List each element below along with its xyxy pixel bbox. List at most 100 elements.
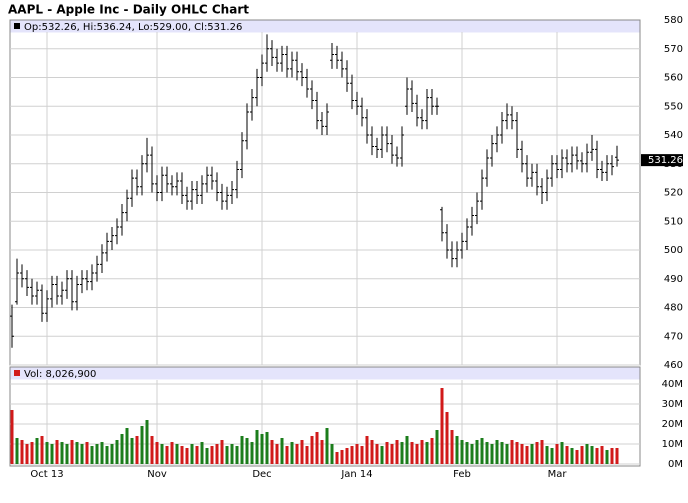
volume-legend-strip [10, 367, 640, 380]
volume-bar [330, 444, 334, 464]
x-tick-label: Mar [548, 469, 568, 480]
volume-bar [110, 444, 114, 464]
volume-bar [180, 446, 184, 464]
volume-bar [285, 446, 289, 464]
volume-bar [305, 446, 309, 464]
volume-bar [220, 440, 224, 464]
last-price-label: 531.26 [648, 155, 683, 166]
x-tick-label: Jan 14 [340, 469, 372, 480]
volume-bar [250, 442, 254, 464]
volume-bar [195, 446, 199, 464]
volume-bar [415, 444, 419, 464]
volume-bar [275, 444, 279, 464]
volume-bar [480, 438, 484, 464]
volume-bar [505, 444, 509, 464]
y-tick-label: 520 [664, 188, 683, 199]
volume-bar [225, 446, 229, 464]
volume-bar [410, 442, 414, 464]
volume-bar [470, 444, 474, 464]
volume-bar [75, 442, 79, 464]
y-tick-label: 480 [664, 303, 683, 314]
volume-bar [125, 428, 129, 464]
volume-bar [230, 444, 234, 464]
volume-bar [140, 426, 144, 464]
y-tick-label: 460 [664, 360, 683, 371]
chart-title: AAPL - Apple Inc - Daily OHLC Chart [8, 3, 249, 17]
volume-bar [55, 440, 59, 464]
y-tick-label: 20M [662, 419, 683, 430]
volume-bar [290, 442, 294, 464]
volume-bar [440, 388, 444, 464]
volume-bar [385, 442, 389, 464]
volume-bar [590, 446, 594, 464]
volume-bar [585, 444, 589, 464]
volume-bar [335, 452, 339, 464]
volume-bar [265, 432, 269, 464]
volume-bar [35, 438, 39, 464]
volume-bar [425, 442, 429, 464]
volume-bar [535, 442, 539, 464]
y-tick-label: 30M [662, 399, 683, 410]
volume-bar [595, 448, 599, 464]
volume-bar [550, 448, 554, 464]
x-tick-label: Nov [147, 469, 167, 480]
volume-bar [270, 440, 274, 464]
volume-bar [365, 436, 369, 464]
x-tick-label: Dec [252, 469, 271, 480]
y-tick-label: 500 [664, 245, 683, 256]
x-tick-label: Oct 13 [30, 469, 63, 480]
volume-bar [210, 446, 214, 464]
volume-bar [565, 446, 569, 464]
volume-bar [455, 436, 459, 464]
price-legend: Op:532.26, Hi:536.24, Lo:529.00, Cl:531.… [24, 22, 242, 33]
volume-bar [380, 446, 384, 464]
volume-bar [135, 436, 139, 464]
volume-bar [575, 450, 579, 464]
volume-bar [375, 444, 379, 464]
volume-bar [200, 442, 204, 464]
volume-bar [310, 436, 314, 464]
y-tick-label: 40M [662, 379, 683, 390]
volume-bar [465, 442, 469, 464]
plot-layer: 4604704804905005105205305405505605705800… [10, 15, 683, 480]
y-tick-label: 570 [664, 44, 683, 55]
volume-bar [525, 446, 529, 464]
volume-bar [80, 444, 84, 464]
volume-bar [490, 444, 494, 464]
volume-bar [555, 444, 559, 464]
volume-bar [120, 434, 124, 464]
volume-bar [30, 442, 34, 464]
volume-bar [300, 440, 304, 464]
volume-bar [205, 448, 209, 464]
legend-swatch [14, 370, 20, 376]
volume-bar [510, 440, 514, 464]
volume-bar [15, 438, 19, 464]
volume-bar [170, 442, 174, 464]
volume-bar [370, 440, 374, 464]
last-price-box [641, 154, 683, 167]
volume-bar [495, 440, 499, 464]
volume-bar [445, 412, 449, 464]
volume-bar [70, 440, 74, 464]
volume-bar [430, 438, 434, 464]
volume-bar [580, 446, 584, 464]
volume-bar [50, 444, 54, 464]
volume-bar [160, 444, 164, 464]
volume-bar [45, 442, 49, 464]
volume-bar [435, 430, 439, 464]
volume-bar [20, 440, 24, 464]
volume-bar [530, 444, 534, 464]
volume-bar [90, 446, 94, 464]
volume-bar [615, 448, 619, 464]
volume-bar [190, 444, 194, 464]
volume-bar [130, 438, 134, 464]
volume-bar [245, 438, 249, 464]
volume-bar [95, 444, 99, 464]
volume-bar [320, 440, 324, 464]
volume-bar [215, 444, 219, 464]
volume-bar [570, 448, 574, 464]
volume-bar [600, 446, 604, 464]
volume-bar [295, 444, 299, 464]
x-tick-label: Feb [453, 469, 471, 480]
